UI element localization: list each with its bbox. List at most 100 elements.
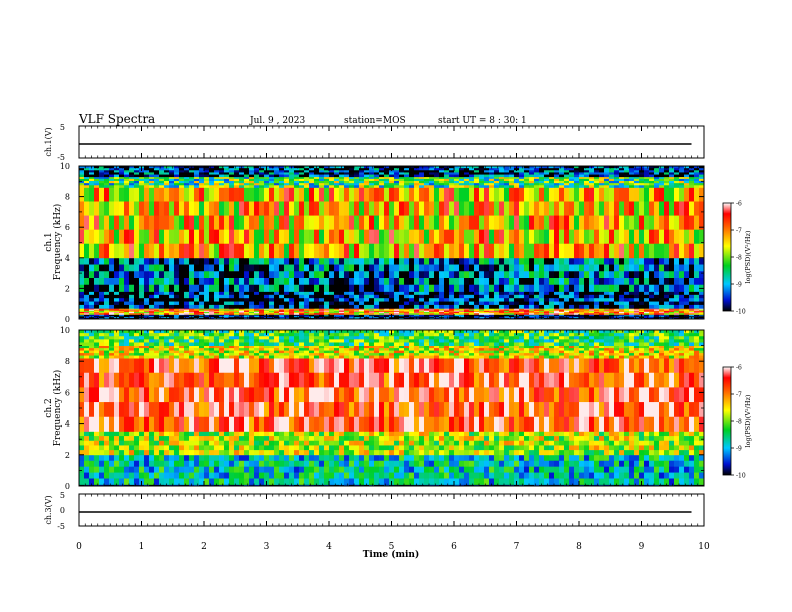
spectrogram-cell (594, 316, 600, 318)
spectrogram-cell (359, 264, 365, 272)
spectrogram-cell (114, 308, 120, 310)
spectrogram-cell (539, 309, 545, 312)
spectrogram-cell (104, 180, 110, 184)
spectrogram-cell (129, 314, 135, 316)
spectrogram-cell (664, 301, 670, 306)
spectrogram-cell (599, 314, 605, 316)
spectrogram-cell (339, 304, 345, 309)
spectrogram-cell (89, 271, 95, 279)
spectrogram-cell (239, 178, 245, 182)
spectrogram-cell (639, 183, 645, 186)
spectrogram-cell (494, 229, 500, 245)
spectrogram-cell (184, 187, 190, 202)
spectrogram-cell (309, 174, 315, 178)
spectrogram-cell (609, 271, 615, 279)
spectrogram-cell (404, 183, 410, 186)
spectrogram-cell (264, 304, 270, 309)
spectrogram-cell (234, 243, 240, 259)
spectrogram-cell (314, 201, 320, 216)
spectrogram-cell (129, 257, 135, 265)
spectrogram-cell (534, 313, 540, 315)
spectrogram-cell (229, 304, 235, 309)
spectrogram-cell (79, 315, 85, 317)
spectrogram-cell (89, 264, 95, 272)
spectrogram-cell (189, 271, 195, 279)
spectrogram-cell (529, 257, 535, 265)
spectrogram-cell (639, 170, 645, 173)
spectrogram-cell (609, 229, 615, 245)
spectrogram-cell (459, 168, 465, 171)
spectrogram-cell (524, 243, 530, 259)
spectrogram-cell (684, 201, 690, 216)
spectrogram-cell (194, 264, 200, 272)
spectrogram-cell (484, 187, 490, 202)
spectrogram-cell (414, 187, 420, 202)
spectrogram-cell (429, 174, 435, 178)
spectrogram-cell (404, 180, 410, 184)
spectrogram-cell (644, 185, 650, 188)
spectrogram-cell (524, 257, 530, 265)
spectrogram-cell (84, 304, 90, 309)
spectrogram-cell (379, 257, 385, 265)
spectrogram-cell (619, 243, 625, 259)
spectrogram-cell (179, 176, 185, 180)
spectrogram-cell (84, 176, 90, 180)
spectrogram-cell (284, 229, 290, 245)
spectrogram-cell (474, 176, 480, 180)
spectrogram-cell (599, 311, 605, 314)
spectrogram-cell (539, 278, 545, 286)
spectrogram-cell (129, 170, 135, 173)
spectrogram-cell (524, 185, 530, 188)
spectrogram-cell (519, 294, 525, 299)
spectrogram-cell (484, 201, 490, 216)
spectrogram-cell (154, 185, 160, 188)
spectrogram-cell (674, 172, 680, 175)
spectrogram-cell (689, 291, 695, 296)
spectrogram-cell (459, 176, 465, 180)
spectrogram-cell (684, 315, 690, 317)
spectrogram-cell (204, 176, 210, 180)
spectrogram-cell (654, 310, 660, 313)
spectrogram-cell (394, 309, 400, 312)
spectrogram-cell (479, 183, 485, 186)
spectrogram-cell (419, 284, 425, 292)
spectrogram-cell (104, 313, 110, 315)
spectrogram-cell (319, 168, 325, 171)
spectrogram-cell (504, 311, 510, 314)
spectrogram-cell (574, 309, 580, 312)
spectrogram-cell (504, 185, 510, 188)
spectrogram-cell (674, 278, 680, 286)
spectrogram-cell (119, 168, 125, 171)
spectrogram-cell (309, 170, 315, 173)
spectrogram-cell (559, 301, 565, 306)
spectrogram-cell (144, 309, 150, 312)
spectrogram-cell (179, 166, 185, 169)
spectrogram-cell (129, 229, 135, 245)
spectrogram-cell (559, 180, 565, 184)
spectrogram-cell (449, 229, 455, 245)
spectrogram-cell (599, 309, 605, 312)
spectrogram-cell (264, 170, 270, 173)
spectrogram-cell (294, 309, 300, 312)
spectrogram-cell (639, 257, 645, 265)
spectrogram-cell (349, 301, 355, 306)
spectrogram-cell (124, 304, 130, 309)
spectrogram-cell (199, 309, 205, 312)
spectrogram-cell (269, 294, 275, 299)
spectrogram-cell (224, 170, 230, 173)
spectrogram-cell (134, 304, 140, 309)
spectrogram-cell (249, 172, 255, 175)
spectrogram-cell (94, 314, 100, 316)
spectrogram-cell (549, 298, 555, 302)
spectrogram-cell (659, 174, 665, 178)
spectrogram-cell (229, 298, 235, 302)
spectrogram-cell (249, 294, 255, 299)
spectrogram-cell (304, 294, 310, 299)
spectrogram-cell (159, 215, 165, 231)
spectrogram-cell (224, 176, 230, 180)
spectrogram-cell (319, 264, 325, 272)
spectrogram-cell (509, 313, 515, 315)
spectrogram-cell (354, 278, 360, 286)
spectrogram-cell (134, 310, 140, 313)
